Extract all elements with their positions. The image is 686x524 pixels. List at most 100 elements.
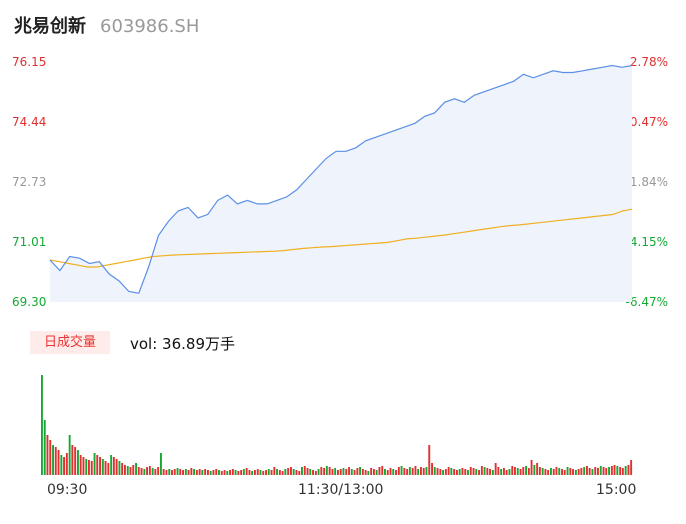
volume-bar (328, 467, 331, 475)
volume-bar (566, 467, 569, 475)
volume-bar (184, 469, 187, 475)
volume-bar (190, 468, 193, 475)
volume-bar (173, 469, 176, 475)
volume-tab[interactable]: 日成交量 (30, 331, 110, 354)
volume-bar (77, 450, 79, 475)
volume-bar (591, 469, 594, 475)
volume-bar (112, 457, 115, 475)
volume-bar (193, 469, 195, 475)
volume-bar (361, 469, 364, 475)
volume-bar (176, 468, 179, 475)
volume-bar (204, 469, 207, 475)
volume-bar (536, 463, 539, 475)
volume-bar (442, 470, 444, 475)
price-tick-2: 72.73 (12, 175, 47, 189)
price-line (49, 64, 633, 294)
volume-bar (433, 467, 436, 475)
volume-bar (608, 467, 610, 475)
volume-bar (420, 467, 422, 475)
volume-bar (417, 469, 420, 475)
volume-bar (334, 468, 337, 475)
volume-bar (373, 469, 375, 475)
volume-bar (475, 469, 478, 475)
volume-bar (63, 457, 65, 475)
volume-bar (522, 467, 525, 475)
volume-bar (580, 468, 583, 475)
volume-bar (68, 435, 71, 475)
volume-bar (621, 468, 624, 475)
volume-bar (46, 435, 49, 475)
volume-bar (519, 469, 522, 475)
volume-bar (129, 467, 132, 475)
volume-bar (298, 471, 301, 475)
volume-bar (234, 470, 237, 475)
volume-bar (207, 470, 209, 475)
volume-bar (494, 463, 497, 475)
volume-bar (541, 468, 544, 475)
volume-bar (359, 467, 361, 475)
volume-bar (287, 468, 290, 475)
volume-bar (458, 469, 461, 475)
volume-bar (79, 455, 82, 475)
volume-bar (90, 461, 93, 475)
volume-bar (154, 469, 157, 475)
volume-bar (270, 470, 273, 475)
volume-bar (489, 469, 491, 475)
price-tick-3: 71.01 (12, 235, 47, 249)
volume-bar (146, 467, 148, 475)
pct-tick-3: -4.15% (625, 235, 668, 249)
volume-bar (278, 470, 281, 475)
volume-bar (245, 468, 248, 475)
volume-bar (550, 468, 552, 475)
volume-bar (262, 471, 265, 475)
volume-bar (627, 465, 630, 475)
volume-bar (220, 471, 223, 475)
volume-bar (218, 470, 220, 475)
volume-bar (464, 469, 467, 475)
volume-bar (179, 469, 182, 475)
volume-bar (381, 466, 384, 475)
volume-bar (563, 470, 566, 475)
volume-bar (395, 470, 397, 475)
volume-summary: vol: 36.89万手 (130, 335, 235, 353)
volume-bar (500, 469, 503, 475)
volume-bar (483, 467, 486, 475)
volume-bar (312, 470, 314, 475)
price-tick-4: 69.30 (12, 295, 47, 309)
volume-bar (491, 470, 494, 475)
volume-bar (187, 470, 190, 475)
volume-bar (209, 471, 212, 475)
volume-bar (436, 468, 439, 475)
volume-bar (85, 459, 88, 475)
volume-bar (425, 467, 428, 475)
volume-bar (165, 470, 168, 475)
volume-bar (613, 465, 616, 475)
volume-bar (215, 469, 218, 475)
volume-bar (121, 463, 124, 475)
volume-bar (561, 469, 563, 475)
volume-bar (356, 468, 359, 475)
volume-bar (511, 466, 514, 475)
volume-bar (237, 471, 240, 475)
volume-bar (301, 467, 303, 475)
volume-bar (599, 466, 602, 475)
volume-bar (569, 468, 572, 475)
volume-bar (348, 467, 350, 475)
avg-price-line (49, 208, 633, 268)
stock-code: 603986.SH (100, 16, 200, 37)
volume-bar (276, 469, 278, 475)
volume-bar (182, 470, 184, 475)
time-tick-close: 15:00 (596, 482, 637, 498)
volume-bar (201, 470, 204, 475)
volume-bar (254, 470, 256, 475)
volume-bar (558, 468, 561, 475)
volume-bar (574, 470, 577, 475)
volume-bar (229, 470, 231, 475)
volume-bar (148, 466, 151, 475)
time-tick-open: 09:30 (47, 482, 88, 498)
volume-bar (337, 470, 339, 475)
volume-bar (248, 470, 251, 475)
volume-bar (49, 440, 52, 475)
pct-tick-2: -1.84% (625, 175, 668, 189)
volume-bar (65, 453, 68, 475)
